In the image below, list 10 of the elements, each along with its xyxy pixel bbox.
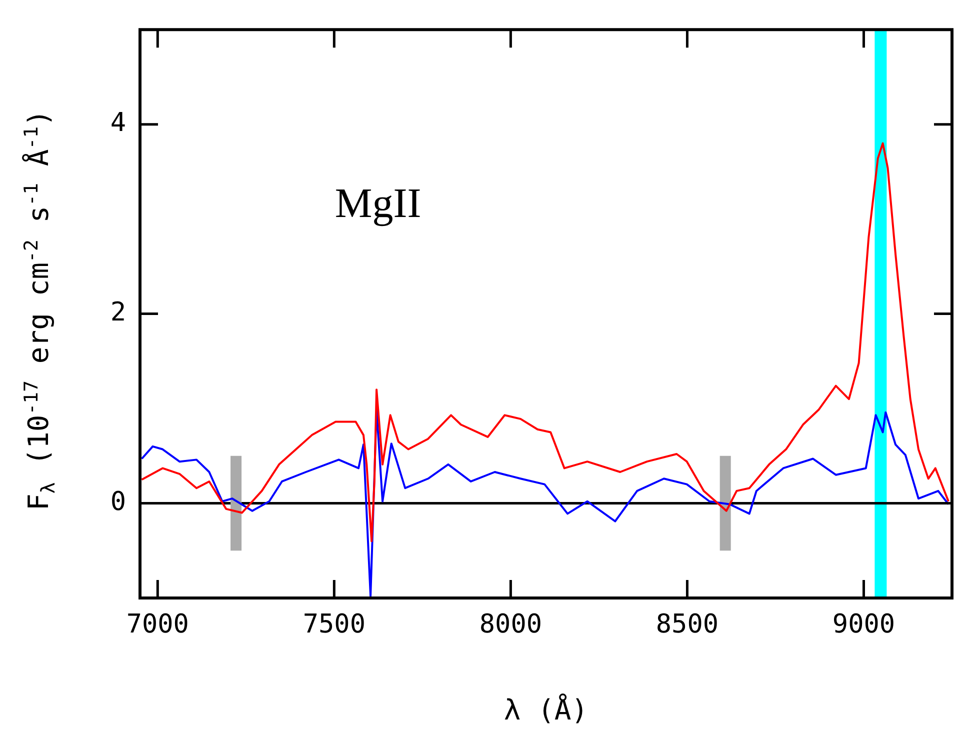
annotation: MgII bbox=[334, 180, 422, 227]
y-tick-label: 0 bbox=[110, 487, 126, 518]
x-tick-label: 8500 bbox=[656, 609, 719, 640]
x-axis-title: λ (Å) bbox=[504, 693, 588, 726]
x-tick-label: 8000 bbox=[479, 609, 542, 640]
y-tick-label: 2 bbox=[110, 298, 126, 328]
x-tick-label: 7500 bbox=[302, 609, 366, 640]
x-tick-label: 9000 bbox=[832, 609, 896, 640]
x-tick-label: 7000 bbox=[126, 609, 189, 640]
y-tick-label: 4 bbox=[110, 108, 126, 138]
